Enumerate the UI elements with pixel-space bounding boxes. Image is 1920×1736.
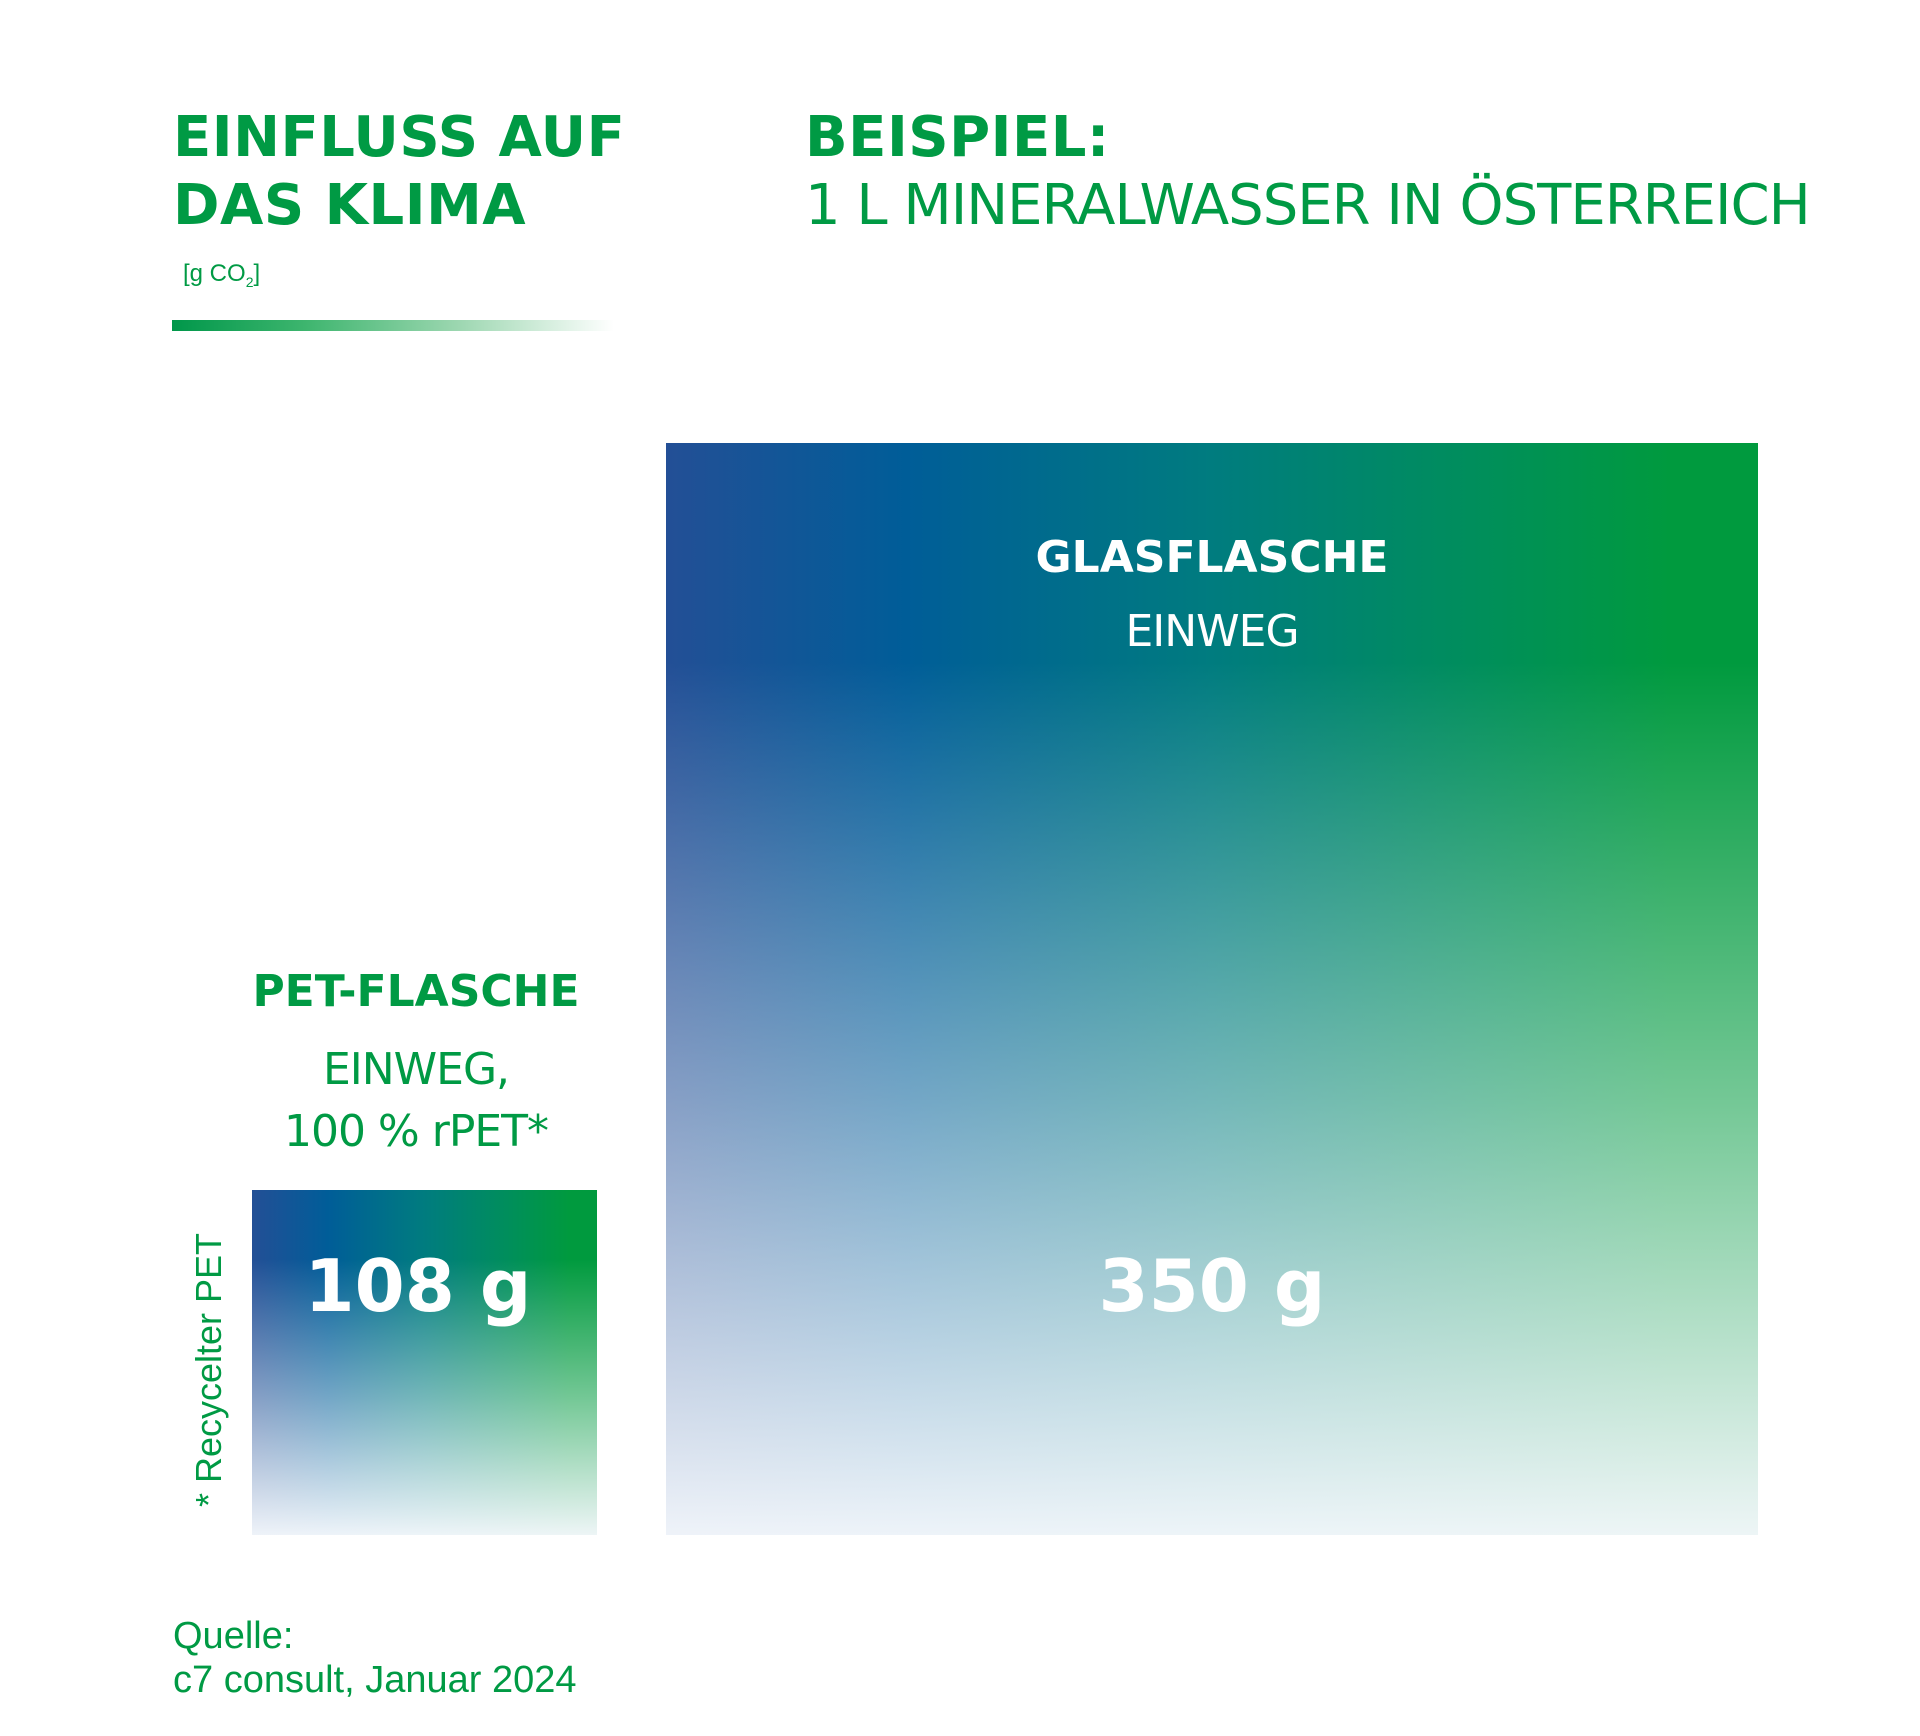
unit-suffix: ] xyxy=(253,260,261,287)
bar-pet-flasche xyxy=(252,1190,597,1535)
example-title-line2: 1 L MINERALWASSER IN ÖSTERREICH xyxy=(805,173,1811,238)
footnote-recycled-pet: * Recycelter PET xyxy=(188,1232,229,1508)
bar-glasflasche xyxy=(666,443,1758,1535)
pet-value-label: 108 g xyxy=(304,1244,532,1328)
glas-value-label: 350 g xyxy=(1098,1244,1326,1328)
pet-subtitle-line1: EINWEG, xyxy=(322,1044,510,1095)
source-text: c7 consult, Januar 2024 xyxy=(173,1659,577,1701)
example-title-line1: BEISPIEL: xyxy=(805,105,1110,170)
chart-title-line1: EINFLUSS AUF xyxy=(173,105,626,170)
example-title: BEISPIEL: 1 L MINERALWASSER IN ÖSTERREIC… xyxy=(805,104,1811,240)
title-underline-bar xyxy=(172,320,614,331)
glas-subtitle: EINWEG xyxy=(1125,606,1299,657)
source-note: Quelle: c7 consult, Januar 2024 xyxy=(173,1614,577,1702)
pet-subtitle-line2: 100 % rPET* xyxy=(283,1106,549,1157)
glas-title: GLASFLASCHE xyxy=(1035,532,1389,583)
unit-subscript: 2 xyxy=(245,273,254,290)
source-label: Quelle: xyxy=(173,1615,294,1657)
unit-prefix: [g CO xyxy=(183,260,246,287)
unit-label: [g CO2] xyxy=(183,260,260,290)
pet-title: PET-FLASCHE xyxy=(252,966,580,1017)
chart-title-line2: DAS KLIMA xyxy=(173,173,527,238)
chart-title: EINFLUSS AUF DAS KLIMA xyxy=(173,104,625,240)
